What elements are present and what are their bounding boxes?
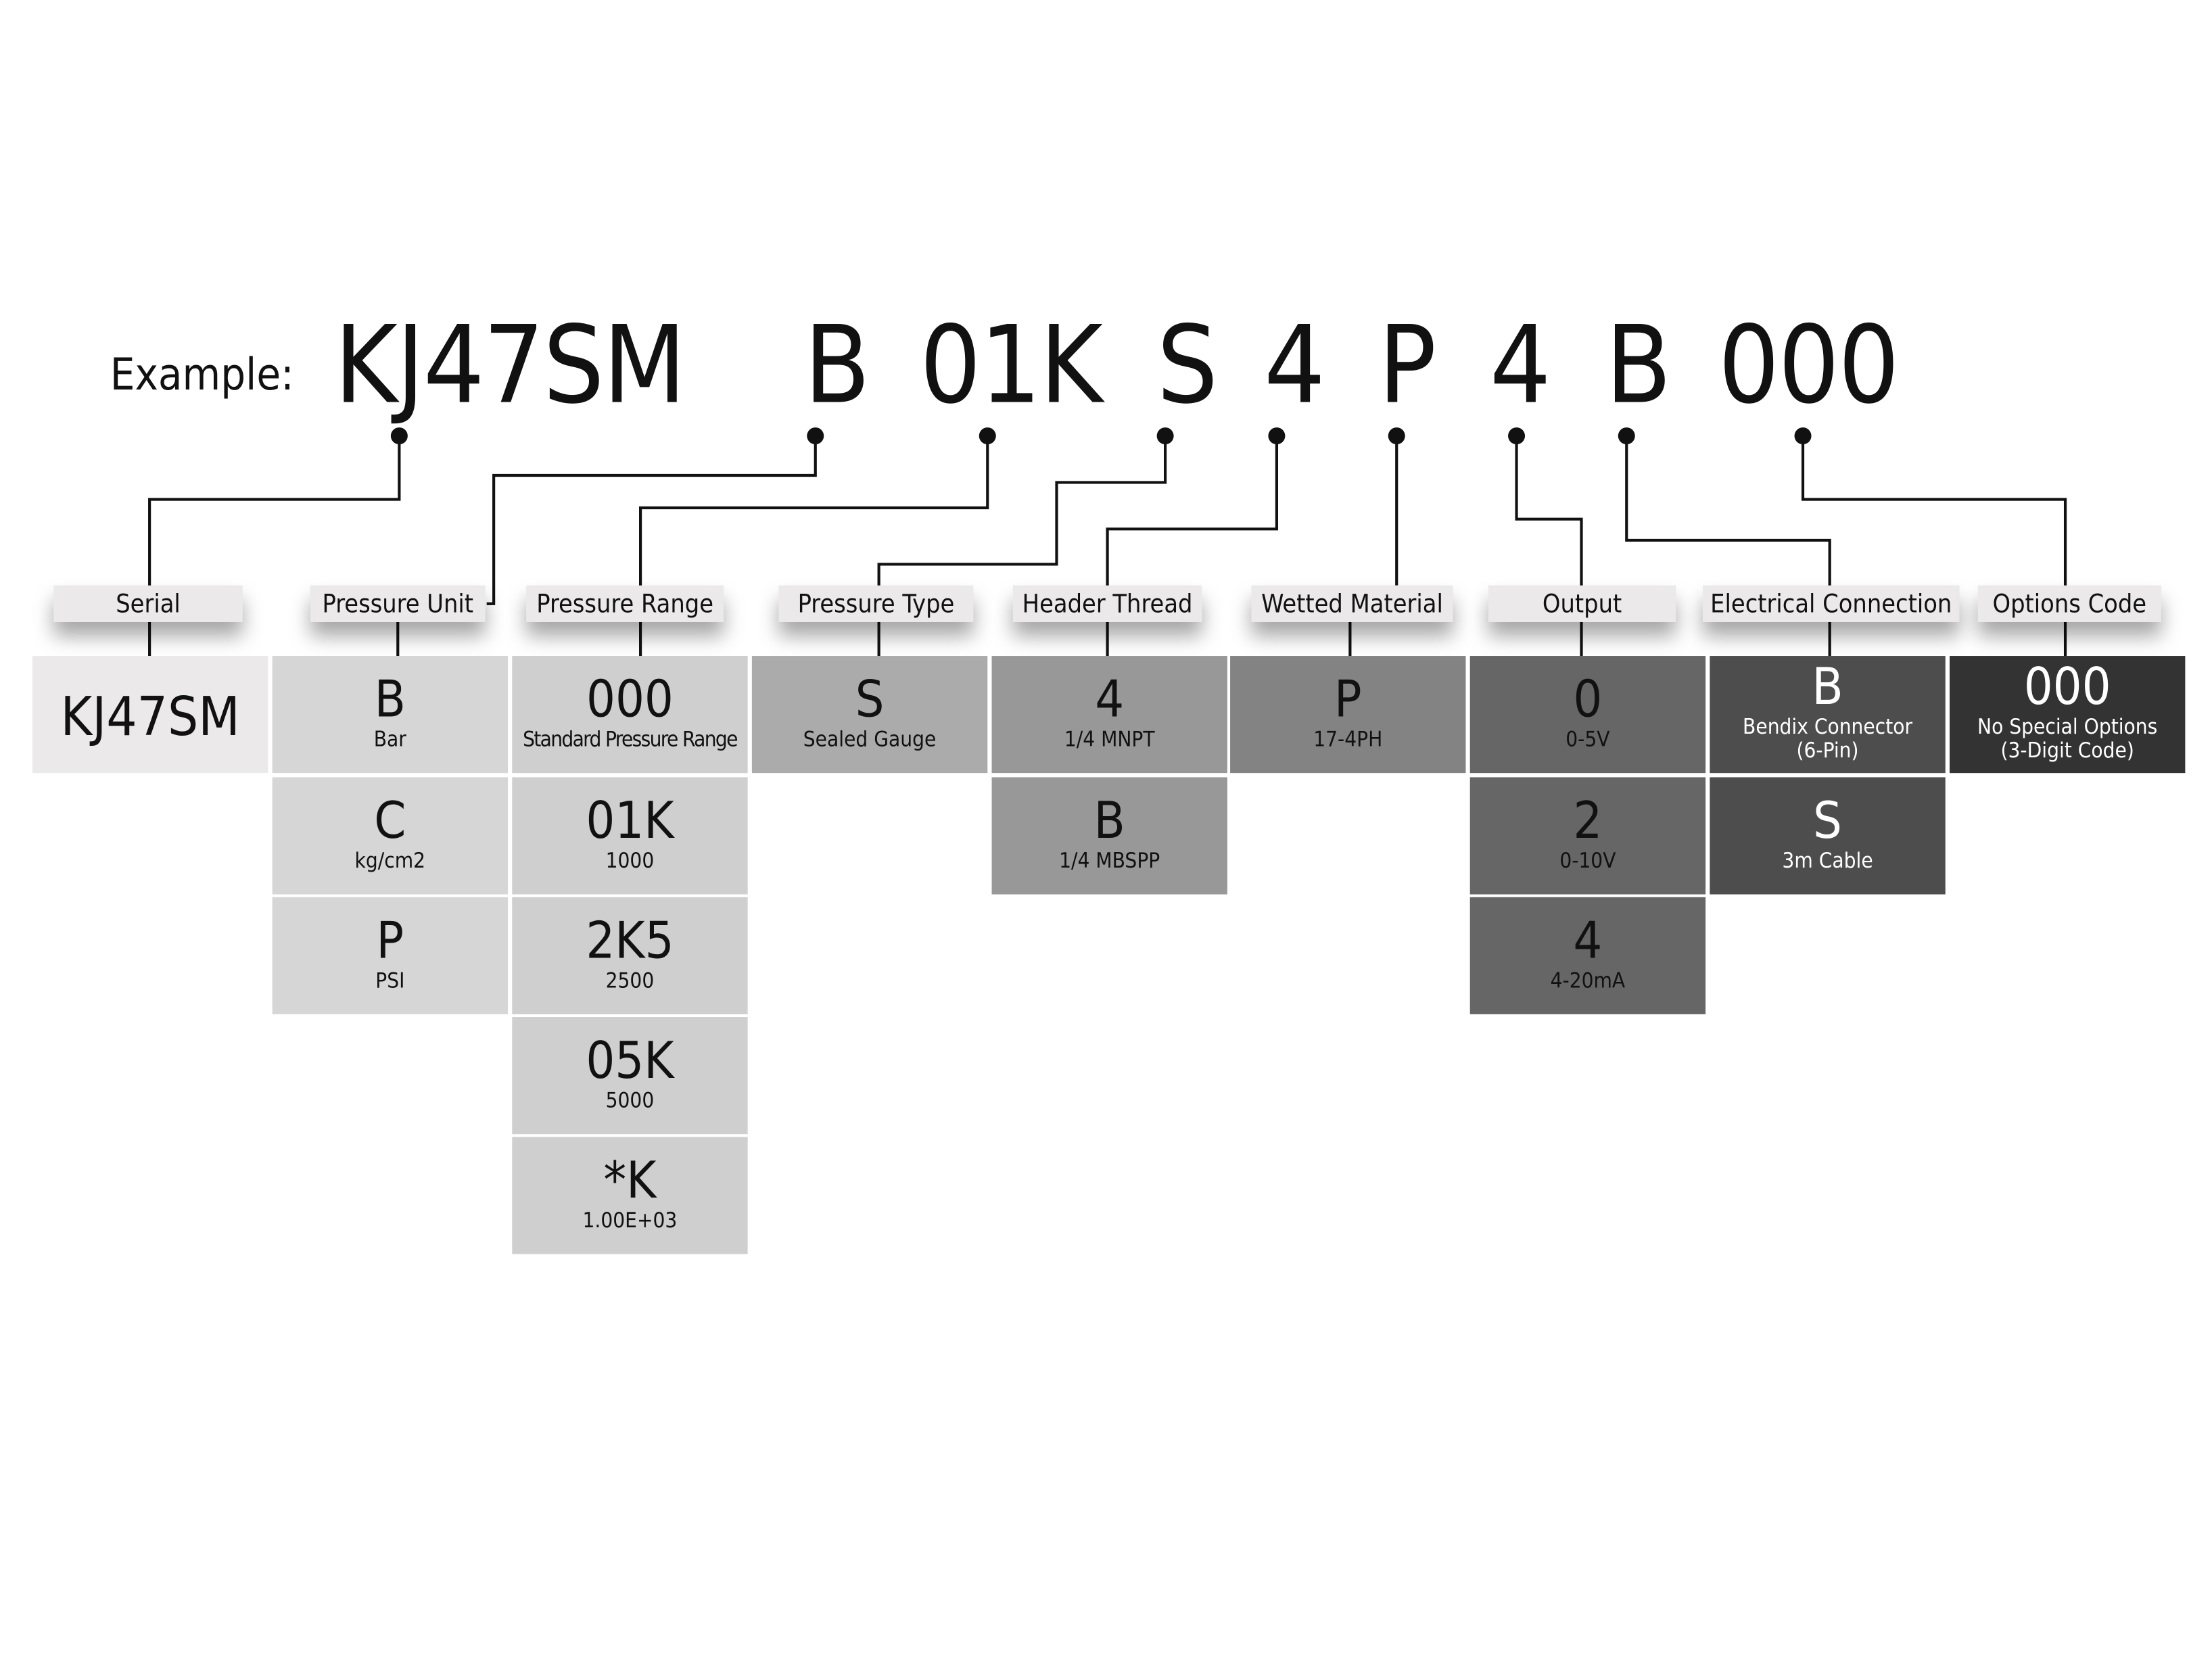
connector-line xyxy=(486,435,817,605)
connector-dot xyxy=(1618,427,1635,445)
option-code: B xyxy=(374,671,406,730)
example-label: Example: xyxy=(110,350,294,401)
option-code: S xyxy=(855,671,885,730)
option-cell: KJ47SM xyxy=(32,656,268,774)
option-code: P xyxy=(1334,671,1362,730)
connector-dot xyxy=(1794,427,1812,445)
option-cell: 000 Standard Pressure Range xyxy=(512,656,748,774)
option-description: 0-10V xyxy=(1559,847,1616,874)
column-label: Pressure Type xyxy=(778,585,974,622)
example-segment: 01K xyxy=(920,302,1103,428)
option-code: 000 xyxy=(2023,659,2111,717)
option-cell: 05K 5000 xyxy=(512,1017,748,1135)
option-code: 000 xyxy=(586,671,674,730)
option-cell: 2K5 2500 xyxy=(512,897,748,1014)
example-segment: 4 xyxy=(1489,302,1551,428)
option-description: Standard Pressure Range xyxy=(523,726,738,752)
column-label: Output xyxy=(1488,585,1676,622)
option-cell: B Bar xyxy=(272,656,508,774)
option-code: 4 xyxy=(1573,912,1603,971)
option-description: 2500 xyxy=(605,968,655,993)
option-description: 4-20mA xyxy=(1550,968,1626,993)
option-description: Bendix Connector (6-Pin) xyxy=(1743,713,1913,763)
column-label: Pressure Unit xyxy=(310,585,486,622)
option-description: PSI xyxy=(375,968,405,993)
connector-line xyxy=(1801,435,2067,657)
connector-dot xyxy=(1508,427,1526,445)
connector-line xyxy=(1515,435,1583,657)
connector-dot xyxy=(1268,427,1286,445)
option-code: 05K xyxy=(586,1033,674,1091)
connector-line xyxy=(1106,435,1279,657)
option-code: 01K xyxy=(586,793,674,851)
option-description: 1.00E+03 xyxy=(582,1207,678,1233)
option-cell: P 17-4PH xyxy=(1230,656,1466,774)
example-segment: B xyxy=(804,302,870,428)
example-segment: KJ47SM xyxy=(334,302,686,428)
option-code: 4 xyxy=(1095,671,1125,730)
option-description: 0-5V xyxy=(1566,726,1610,752)
column-label: Wetted Material xyxy=(1251,585,1453,622)
option-description: 3m Cable xyxy=(1782,847,1873,874)
option-code: B xyxy=(1812,659,1843,717)
column-label: Pressure Range xyxy=(526,585,724,622)
option-description: 5000 xyxy=(605,1087,655,1113)
option-code: S xyxy=(1813,793,1842,851)
option-code: *K xyxy=(603,1152,657,1210)
connector-dot xyxy=(979,427,996,445)
option-description: No Special Options (3-Digit Code) xyxy=(1977,713,2158,763)
option-cell: S 3m Cable xyxy=(1710,777,1946,895)
connector-dot xyxy=(1156,427,1174,445)
option-cell: 0 0-5V xyxy=(1469,656,1706,774)
option-cell: B Bendix Connector (6-Pin) xyxy=(1710,656,1946,774)
option-description: 17-4PH xyxy=(1313,726,1383,752)
connector-line xyxy=(148,435,401,657)
connector-dot xyxy=(390,427,408,445)
column-label: Header Thread xyxy=(1012,585,1202,622)
example-segment: P xyxy=(1378,302,1436,428)
option-code: P xyxy=(376,912,404,971)
option-code: C xyxy=(374,793,406,851)
option-cell: S Sealed Gauge xyxy=(751,656,988,774)
column-label: Options Code xyxy=(1977,585,2161,622)
option-description: Bar xyxy=(373,726,406,752)
connector-line xyxy=(877,435,1167,657)
option-description: 1/4 MBSPP xyxy=(1059,847,1160,874)
option-code: 2 xyxy=(1573,793,1603,851)
connector-dot xyxy=(1388,427,1405,445)
option-description: 1/4 MNPT xyxy=(1064,726,1155,752)
option-cell: B 1/4 MBSPP xyxy=(991,777,1227,895)
option-description: Sealed Gauge xyxy=(803,726,937,752)
example-segment: 000 xyxy=(1718,302,1900,428)
option-cell: 4 1/4 MNPT xyxy=(991,656,1227,774)
option-description: 1000 xyxy=(605,847,655,874)
column-label: Electrical Connection xyxy=(1702,585,1960,622)
connector-dot xyxy=(807,427,824,445)
option-cell: 000 No Special Options (3-Digit Code) xyxy=(1949,656,2186,774)
option-cell: P PSI xyxy=(272,897,508,1014)
option-code: B xyxy=(1093,793,1125,851)
example-segment: 4 xyxy=(1264,302,1325,428)
option-code: KJ47SM xyxy=(60,685,240,748)
option-code: 0 xyxy=(1573,671,1603,730)
option-cell: 2 0-10V xyxy=(1469,777,1706,895)
option-cell: *K 1.00E+03 xyxy=(512,1137,748,1254)
option-description: kg/cm2 xyxy=(354,847,426,874)
column-label: Serial xyxy=(53,585,243,622)
example-segment: B xyxy=(1605,302,1672,428)
option-cell: 4 4-20mA xyxy=(1469,897,1706,1014)
option-code: 2K5 xyxy=(586,912,674,971)
connector-line xyxy=(1625,435,1831,657)
option-cell: 01K 1000 xyxy=(512,777,748,895)
example-segment: S xyxy=(1156,302,1219,428)
connector-line xyxy=(639,435,989,657)
